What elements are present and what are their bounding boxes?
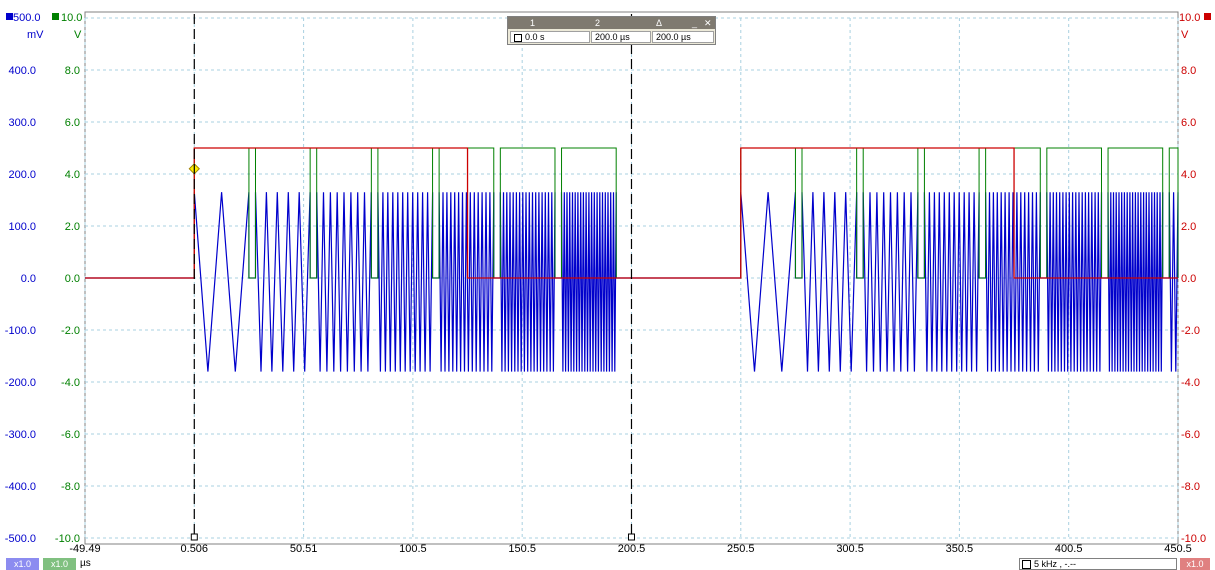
cursor-1-text: 0.0 s [525, 32, 545, 42]
channel-a-tick-label: -200.0 [5, 377, 36, 389]
cursor-handle-2[interactable] [627, 533, 635, 541]
channel-b-tick-label: -8.0 [61, 481, 80, 493]
channel-a-color-swatch [6, 13, 13, 20]
channel-a-unit: mV [27, 29, 44, 41]
channel-a-tick-label: -300.0 [5, 429, 36, 441]
x-tick-label: 0.506 [181, 543, 209, 555]
cursor-square-icon [514, 33, 522, 42]
channel-c-color-swatch [1204, 13, 1211, 20]
channel-c-tick-label: 4.0 [1181, 169, 1196, 181]
channel-b-scale-badge[interactable]: x1.0 [43, 558, 76, 570]
channel-a-trace [85, 192, 1179, 372]
generator-icon [1022, 560, 1031, 569]
cursor-1-value: 0.0 s [510, 31, 590, 43]
channel-a-scale-badge[interactable]: x1.0 [6, 558, 39, 570]
channel-a-tick-label: 100.0 [8, 221, 36, 233]
channel-b-tick-label: 8.0 [65, 65, 80, 77]
channel-b-tick-label: 6.0 [65, 117, 80, 129]
channel-a-tick-label: 400.0 [8, 65, 36, 77]
channel-b-tick-label: 0.0 [65, 273, 80, 285]
x-tick-label: 100.5 [399, 543, 427, 555]
axis-labels: -49.49 0.506 50.51 100.5 150.5 200.5 250.5 300.… [5, 12, 1211, 555]
channel-c-top-label: 10.0 [1179, 12, 1200, 24]
channel-b-tick-label: -4.0 [61, 377, 80, 389]
cursor-handle-1[interactable] [190, 533, 198, 541]
channel-a-top-label: 500.0 [13, 12, 41, 24]
cursor-delta-value: 200.0 µs [652, 31, 714, 43]
channel-a-tick-label: -100.0 [5, 325, 36, 337]
channel-b-tick-label: -6.0 [61, 429, 80, 441]
channel-c-tick-label: -8.0 [1181, 481, 1200, 493]
channel-c-tick-label: 6.0 [1181, 117, 1196, 129]
signal-generator-status[interactable]: 5 kHz , -.-- [1019, 558, 1177, 570]
minimize-icon[interactable]: _ [692, 18, 698, 28]
channel-c-unit: V [1181, 29, 1189, 41]
channel-b-tick-label: -10.0 [55, 533, 80, 545]
cursor-readout-panel[interactable]: 1 2 Δ _ ✕ 0.0 s 200.0 µs 200.0 µs [507, 16, 716, 45]
channel-b-tick-label: -2.0 [61, 325, 80, 337]
channel-b-tick-label: 4.0 [65, 169, 80, 181]
x-tick-label: -49.49 [69, 543, 100, 555]
channel-a-tick-label: 200.0 [8, 169, 36, 181]
channel-c-tick-label: -10.0 [1181, 533, 1206, 545]
cursor-lines[interactable] [190, 14, 635, 541]
channel-c-tick-label: -6.0 [1181, 429, 1200, 441]
x-tick-label: 400.5 [1055, 543, 1083, 555]
x-tick-label: 300.5 [836, 543, 864, 555]
channel-a-tick-label: 0.0 [21, 273, 36, 285]
status-text: 5 kHz , -.-- [1034, 559, 1076, 569]
x-tick-label: 150.5 [508, 543, 536, 555]
channel-c-tick-label: 2.0 [1181, 221, 1196, 233]
channel-a-tick-label: -400.0 [5, 481, 36, 493]
x-tick-label: 450.5 [1164, 543, 1192, 555]
x-tick-label: 350.5 [946, 543, 974, 555]
channel-c-tick-label: 0.0 [1181, 273, 1196, 285]
x-tick-label: 50.51 [290, 543, 318, 555]
cursor-header-1: 1 [530, 18, 536, 28]
x-tick-label: 250.5 [727, 543, 755, 555]
channel-c-tick-label: -4.0 [1181, 377, 1200, 389]
close-icon[interactable]: ✕ [704, 18, 712, 28]
channel-a-tick-label: -500.0 [5, 533, 36, 545]
channel-c-scale-badge[interactable]: x1.0 [1180, 558, 1210, 570]
cursor-2-value: 200.0 µs [591, 31, 651, 43]
channel-c-tick-label: -2.0 [1181, 325, 1200, 337]
x-tick-label: 200.5 [618, 543, 646, 555]
channel-b-color-swatch [52, 13, 59, 20]
cursor-header-delta: Δ [656, 18, 663, 28]
cursor-panel-header: 1 2 Δ _ ✕ [508, 17, 715, 29]
cursor-header-2: 2 [595, 18, 601, 28]
channel-b-top-label: 10.0 [61, 12, 82, 24]
channel-b-tick-label: 2.0 [65, 221, 80, 233]
channel-b-unit: V [74, 29, 82, 41]
x-unit-label: µs [80, 558, 91, 569]
cursor-values-row: 0.0 s 200.0 µs 200.0 µs [508, 30, 715, 44]
channel-c-tick-label: 8.0 [1181, 65, 1196, 77]
channel-a-tick-label: 300.0 [8, 117, 36, 129]
